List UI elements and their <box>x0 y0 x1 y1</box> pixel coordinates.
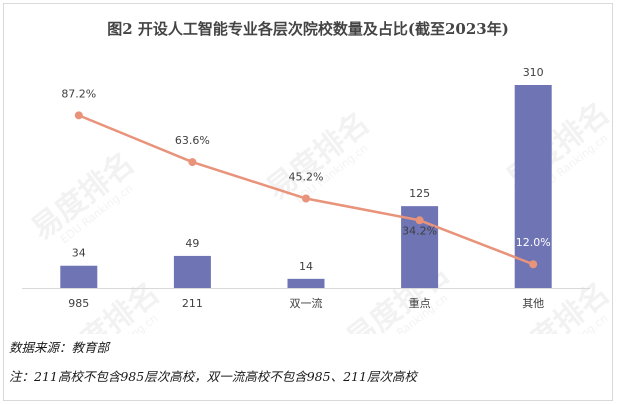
line-value-label-211: 63.6% <box>175 134 210 147</box>
line-point-211 <box>188 158 197 167</box>
line-value-label-985: 87.2% <box>61 87 96 100</box>
bar-其他 <box>514 85 552 288</box>
x-tick-label-其他: 其他 <box>522 297 544 310</box>
line-point-985 <box>74 111 83 120</box>
bar-value-label-双一流: 14 <box>299 260 313 273</box>
bar-985 <box>60 265 98 288</box>
x-tick-label-重点: 重点 <box>409 296 431 310</box>
line-value-label-重点: 34.2% <box>402 224 437 237</box>
line-value-label-双一流: 45.2% <box>289 171 324 184</box>
bar-双一流 <box>287 278 325 288</box>
line-point-重点 <box>415 216 424 225</box>
line-point-其他 <box>529 260 538 269</box>
bar-value-label-211: 49 <box>185 237 199 250</box>
source-note: 数据来源：教育部 <box>9 340 110 355</box>
chart-frame: 图2 开设人工智能专业各层次院校数量及占比(截至2023年) 易度排名 EDU R… <box>3 3 613 401</box>
bar-value-label-其他: 310 <box>523 66 544 79</box>
bar-211 <box>173 255 211 288</box>
x-tick-label-双一流: 双一流 <box>290 296 323 310</box>
bar-value-label-985: 34 <box>72 247 86 260</box>
bar-value-label-重点: 125 <box>409 187 430 200</box>
x-tick-label-985: 985 <box>68 297 89 310</box>
chart-title: 图2 开设人工智能专业各层次院校数量及占比(截至2023年) <box>107 20 509 38</box>
footnote: 注：211高校不包含985层次高校，双一流高校不包含985、211层次高校 <box>9 369 417 384</box>
x-tick-label-211: 211 <box>182 297 203 310</box>
line-point-双一流 <box>302 194 310 203</box>
line-value-label-其他: 12.0% <box>516 236 551 249</box>
